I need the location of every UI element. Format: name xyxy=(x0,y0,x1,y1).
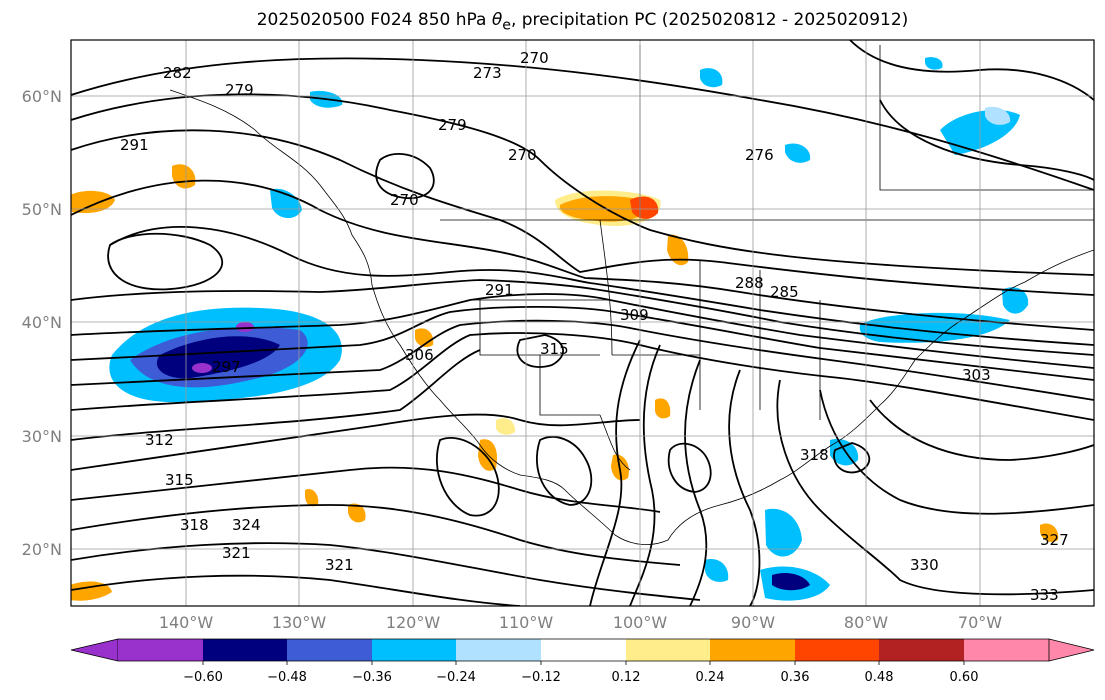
lon-label-130w: 130°W xyxy=(272,613,327,632)
colorbar-tick: −0.36 xyxy=(352,670,392,685)
contour-label: 297 xyxy=(212,358,241,376)
contour-label: 291 xyxy=(485,281,514,299)
colorbar-tick: −0.48 xyxy=(267,670,307,685)
colorbar-segment xyxy=(287,639,372,661)
latitude-labels: 60°N 50°N 40°N 30°N 20°N xyxy=(22,87,62,559)
lon-label-120w: 120°W xyxy=(386,613,441,632)
contour-label: 318 xyxy=(800,446,829,464)
contour-labels: 270 270 270 273 276 279 279 282 285 288 … xyxy=(120,49,1069,604)
colorbar-segment xyxy=(372,639,456,661)
precip-shading xyxy=(71,57,1059,601)
contour-label: 321 xyxy=(325,556,354,574)
contour-label: 285 xyxy=(770,283,799,301)
lon-label-80w: 80°W xyxy=(844,613,888,632)
colorbar-tick: 0.12 xyxy=(612,670,641,685)
map-frame xyxy=(70,39,1095,607)
map-title: 2025020500 F024 850 hPa θe, precipitatio… xyxy=(256,10,909,34)
contour-label: 315 xyxy=(165,471,194,489)
colorbar-tick: −0.12 xyxy=(521,670,561,685)
contour-label: 270 xyxy=(390,191,419,209)
lat-label-40n: 40°N xyxy=(22,313,62,332)
colorbar-segment xyxy=(964,639,1049,661)
contour-label: 309 xyxy=(620,306,649,324)
lon-label-140w: 140°W xyxy=(159,613,214,632)
contour-label: 306 xyxy=(405,346,434,364)
contour-label: 321 xyxy=(222,544,251,562)
lon-label-110w: 110°W xyxy=(499,613,554,632)
contour-label: 276 xyxy=(745,146,774,164)
contour-label: 273 xyxy=(473,64,502,82)
lat-label-60n: 60°N xyxy=(22,87,62,106)
colorbar-segment xyxy=(626,639,710,661)
contour-label: 315 xyxy=(540,340,569,358)
lon-label-100w: 100°W xyxy=(613,613,668,632)
colorbar-segment xyxy=(710,639,795,661)
coastlines-borders xyxy=(169,45,1094,545)
contour-label: 318 xyxy=(180,516,209,534)
contour-label: 291 xyxy=(120,136,149,154)
colorbar-segment xyxy=(456,639,541,661)
contour-label: 282 xyxy=(163,64,192,82)
colorbar-tick: 0.48 xyxy=(865,670,894,685)
lon-label-90w: 90°W xyxy=(731,613,775,632)
contour-label: 270 xyxy=(520,49,549,67)
colorbar-tick: −0.60 xyxy=(183,670,223,685)
lat-label-20n: 20°N xyxy=(22,540,62,559)
contour-label: 279 xyxy=(225,81,254,99)
contour-label: 312 xyxy=(145,431,174,449)
contour-label: 330 xyxy=(910,556,939,574)
contour-label: 270 xyxy=(508,146,537,164)
colorbar-segment xyxy=(118,639,203,661)
contour-label: 279 xyxy=(438,116,467,134)
colorbar-segment xyxy=(879,639,964,661)
contour-label: 288 xyxy=(735,274,764,292)
colorbar-tick: 0.36 xyxy=(781,670,810,685)
colorbar-segment xyxy=(795,639,879,661)
contour-label: 333 xyxy=(1030,586,1059,604)
contour-label: 303 xyxy=(962,366,991,384)
colorbar-tick: 0.24 xyxy=(696,670,725,685)
colorbar-tick: −0.24 xyxy=(436,670,476,685)
colorbar: −0.60 −0.48 −0.36 −0.24 −0.12 0.12 0.24 … xyxy=(70,638,1095,685)
contour-label: 324 xyxy=(232,516,261,534)
longitude-labels: 140°W 130°W 120°W 110°W 100°W 90°W 80°W … xyxy=(159,613,1002,632)
lat-lon-grid xyxy=(71,40,1094,606)
lat-label-50n: 50°N xyxy=(22,200,62,219)
colorbar-segment xyxy=(203,639,287,661)
colorbar-segment xyxy=(541,639,626,661)
colorbar-tick: 0.60 xyxy=(950,670,979,685)
contour-label: 327 xyxy=(1040,531,1069,549)
colorbar-extend-high xyxy=(1048,638,1095,662)
lon-label-70w: 70°W xyxy=(958,613,1002,632)
lat-label-30n: 30°N xyxy=(22,427,62,446)
map-plot-area: 270 270 270 273 276 279 279 282 285 288 … xyxy=(71,40,1094,606)
colorbar-extend-low xyxy=(70,638,119,662)
